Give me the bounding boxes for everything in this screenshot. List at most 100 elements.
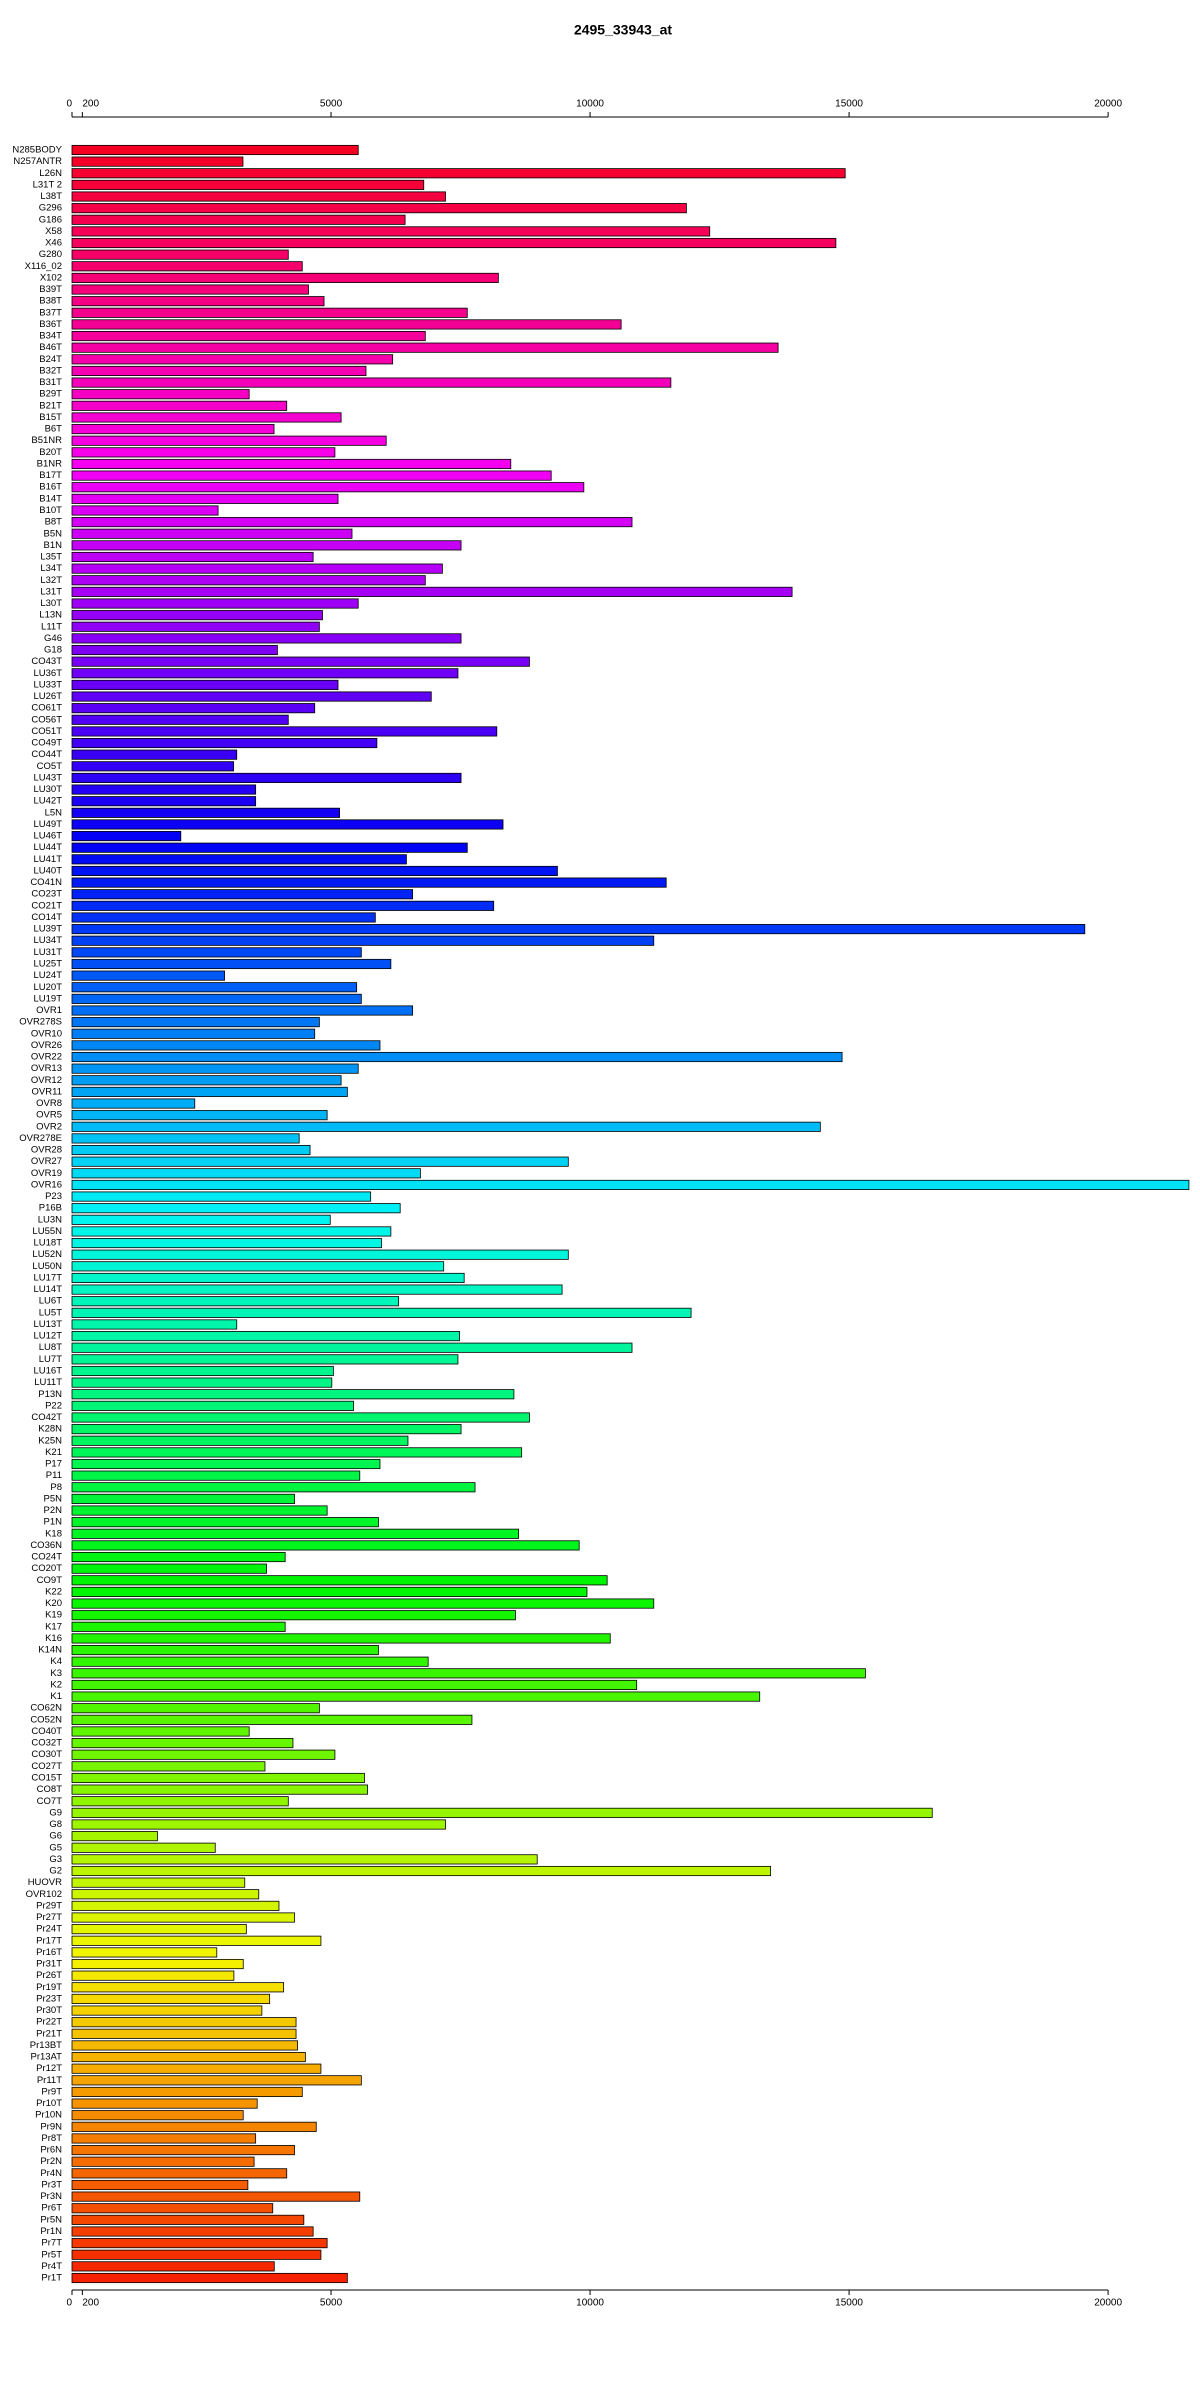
bar — [71, 1226, 392, 1237]
y-tick-label: P13N — [38, 1389, 62, 1400]
y-tick-label: OVR278S — [19, 1017, 62, 1028]
bar — [71, 1028, 316, 1039]
bar — [71, 1482, 476, 1493]
bar — [71, 2214, 305, 2225]
bar — [71, 1691, 761, 1702]
y-tick-label: LU13T — [33, 1319, 62, 1330]
y-tick-label: L35T — [40, 552, 62, 563]
y-tick-label: LU12T — [33, 1331, 62, 1342]
y-tick-label: P11 — [46, 1470, 62, 1481]
bar — [71, 1900, 280, 1911]
y-tick-label: Pr9N — [40, 2121, 62, 2132]
bar — [71, 1842, 216, 1853]
y-tick-label: LU6T — [39, 1296, 62, 1307]
bar — [71, 1784, 368, 1795]
y-tick-label: LU5T — [39, 1307, 62, 1318]
bar — [71, 2203, 274, 2214]
y-tick-label: B1N — [44, 540, 63, 551]
bar — [71, 319, 622, 330]
y-tick-label: LU25T — [33, 959, 62, 970]
y-tick-label: B24T — [39, 354, 62, 365]
bar — [71, 749, 238, 760]
bar — [71, 1970, 235, 1981]
bar — [71, 1621, 286, 1632]
y-tick-label: B36T — [39, 319, 62, 330]
x-tick-label: 0 — [66, 2298, 72, 2309]
bar — [71, 1761, 266, 1772]
bar — [71, 168, 846, 179]
y-tick-label: Pr29T — [36, 1900, 62, 1911]
bar — [71, 458, 512, 470]
y-tick-label: K21 — [45, 1447, 62, 1458]
y-tick-label: LU44T — [33, 842, 62, 853]
bar — [71, 2098, 258, 2109]
y-tick-label: B15T — [39, 412, 62, 423]
bar — [71, 1458, 381, 1470]
x-tick-label: 10000 — [576, 99, 604, 110]
y-tick-label: P16B — [39, 1203, 62, 1214]
x-tick-label: 200 — [82, 99, 99, 110]
y-tick-label: Pr1T — [41, 2273, 62, 2284]
bar — [71, 1086, 348, 1097]
bar — [71, 1679, 638, 1691]
bar — [71, 1993, 271, 2004]
y-tick-label: LU39T — [33, 924, 62, 935]
y-tick-label: Pr19T — [36, 1982, 62, 1993]
bar — [71, 1749, 336, 1760]
y-tick-label: L31T — [40, 586, 62, 597]
bar — [71, 2156, 255, 2167]
y-tick-label: Pr13BT — [30, 2040, 62, 2051]
bar — [71, 1935, 322, 1946]
y-tick-label: CO49T — [31, 738, 62, 749]
bar — [71, 1889, 260, 1900]
y-tick-label: CO21T — [31, 900, 62, 911]
bar — [71, 447, 336, 458]
y-tick-label: CO41N — [30, 877, 62, 888]
y-tick-label: G6 — [49, 1831, 62, 1842]
y-tick-label: CO36N — [30, 1540, 62, 1551]
y-tick-label: B51NR — [31, 435, 62, 446]
y-tick-label: CO7T — [37, 1796, 63, 1807]
bar — [71, 551, 314, 563]
bar — [71, 1819, 446, 1830]
bar — [71, 470, 552, 481]
y-tick-label: Pr24T — [36, 1924, 62, 1935]
bar — [71, 1168, 421, 1179]
bar — [71, 563, 443, 574]
y-tick-label: X58 — [45, 226, 62, 237]
y-tick-label: G18 — [44, 645, 62, 656]
bar — [71, 831, 182, 842]
bar — [71, 1261, 445, 1272]
y-tick-label: Pr5T — [41, 2249, 62, 2260]
x-tick-label: 20000 — [1094, 99, 1122, 110]
bar — [71, 1470, 361, 1481]
y-tick-label: OVR26 — [31, 1040, 62, 1051]
x-tick-label: 20000 — [1094, 2298, 1122, 2309]
bar — [71, 1389, 515, 1400]
y-tick-label: LU36T — [33, 668, 62, 679]
x-tick-label: 5000 — [320, 99, 343, 110]
y-tick-label: P17 — [45, 1459, 62, 1470]
bar — [71, 668, 459, 679]
bar — [71, 1447, 523, 1458]
bar — [71, 2075, 362, 2086]
bar — [71, 2226, 314, 2237]
bar — [71, 1714, 473, 1725]
y-tick-label: B14T — [39, 493, 62, 504]
bar — [71, 970, 225, 981]
bar — [71, 1238, 382, 1249]
y-tick-label: Pr21T — [36, 2028, 62, 2039]
y-tick-label: HUOVR — [28, 1877, 62, 1888]
bar — [71, 958, 392, 970]
y-tick-label: P22 — [45, 1400, 62, 1411]
bar — [71, 586, 793, 597]
y-tick-label: Pr3N — [40, 2191, 62, 2202]
bar — [71, 307, 468, 318]
bar — [71, 1505, 328, 1516]
y-tick-label: CO15T — [31, 1772, 62, 1783]
bar — [71, 400, 288, 411]
y-tick-label: LU14T — [33, 1284, 62, 1295]
y-tick-label: B29T — [39, 389, 62, 400]
bar — [71, 1586, 588, 1597]
x-tick-label: 5000 — [320, 2298, 343, 2309]
